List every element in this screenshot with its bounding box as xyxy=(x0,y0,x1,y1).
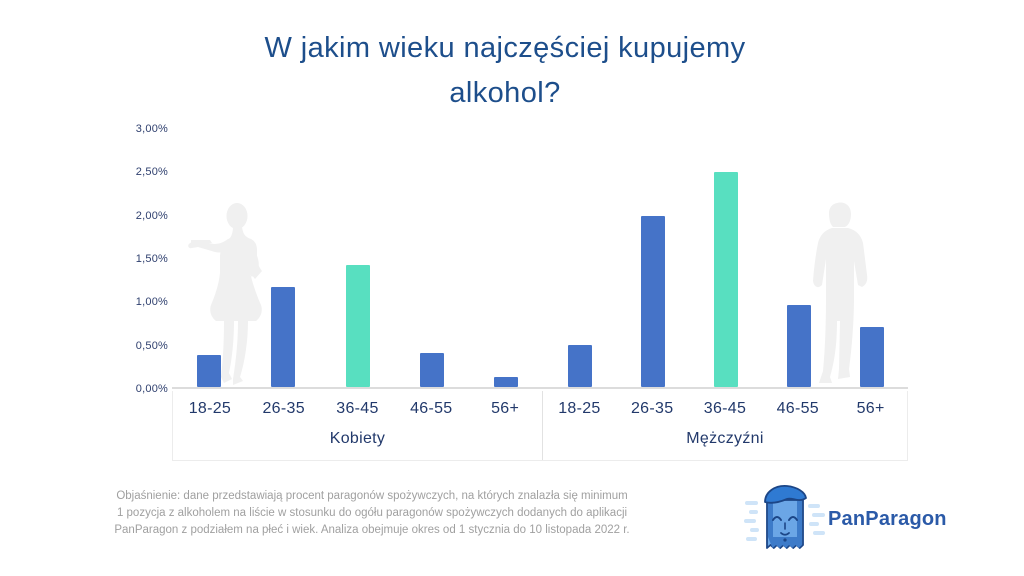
bar-slot xyxy=(689,129,762,387)
y-tick-label: 0,50% xyxy=(135,339,168,352)
page-title-line1: W jakim wieku najczęściej kupujemy xyxy=(264,32,746,64)
age-category-label: 56+ xyxy=(856,400,885,417)
age-category-label: 18-25 xyxy=(188,400,232,417)
y-tick-label: 2,00% xyxy=(135,209,168,222)
bar-kobiety-26-35 xyxy=(271,286,296,387)
panparagon-logo: PanParagon xyxy=(744,483,947,555)
age-category-label: 46-55 xyxy=(776,400,819,417)
age-labels-kobiety: 18-25 26-35 36-45 46-55 56+ xyxy=(173,400,542,418)
y-tick-label: 1,00% xyxy=(135,296,168,309)
y-tick-label: 0,00% xyxy=(135,383,168,395)
man-silhouette-icon xyxy=(804,201,876,387)
bar-kobiety-46-55 xyxy=(419,353,444,387)
bar-slot xyxy=(172,129,246,387)
explanation-note: Objaśnienie: dane przedstawiają procent … xyxy=(114,490,630,536)
bar-mężczyźni-18-25 xyxy=(567,345,592,387)
x-axis-section-mezczyzni: 18-25 26-35 36-45 46-55 56+ Mężczyźni xyxy=(543,391,907,460)
age-category-label: 18-25 xyxy=(558,400,601,417)
age-category-label: 56+ xyxy=(491,400,520,417)
y-tick-label: 1,50% xyxy=(135,253,168,265)
panparagon-mascot-icon xyxy=(744,483,826,555)
bar-mężczyźni-56+ xyxy=(859,327,884,387)
y-tick-label: 2,50% xyxy=(135,166,168,179)
page-title: W jakim wieku najczęściej kupujemy alkoh… xyxy=(0,26,1010,116)
age-category-label: 46-55 xyxy=(410,400,453,417)
bar-slot xyxy=(395,129,469,387)
bar-mężczyźni-46-55 xyxy=(786,304,811,387)
panparagon-logo-text: PanParagon xyxy=(828,507,947,530)
bar-slot xyxy=(616,129,689,387)
plot-area xyxy=(172,129,908,389)
group-label-mezczyzni: Mężczyźni xyxy=(686,430,764,447)
bar-mężczyźni-36-45 xyxy=(713,172,738,387)
bars-kobiety xyxy=(172,129,543,387)
bar-groups xyxy=(172,129,908,387)
bar-kobiety-56+ xyxy=(493,376,518,387)
age-category-label: 36-45 xyxy=(703,400,747,417)
x-axis-section-kobiety: 18-25 26-35 36-45 46-55 56+ Kobiety xyxy=(173,391,543,460)
x-axis-band: 18-25 26-35 36-45 46-55 56+ Kobiety 18-25 26-… xyxy=(172,391,908,461)
age-category-label: 36-45 xyxy=(336,400,379,417)
bar-slot xyxy=(246,129,320,387)
bars-mezczyzni xyxy=(543,129,908,387)
bar-kobiety-36-45 xyxy=(345,264,370,387)
age-labels-mezczyzni: 18-25 26-35 36-45 46-55 56+ xyxy=(543,400,907,418)
bar-mężczyźni-26-35 xyxy=(640,216,665,387)
bar-slot xyxy=(469,129,543,387)
group-label-kobiety: Kobiety xyxy=(329,430,386,447)
bar-kobiety-18-25 xyxy=(197,354,222,387)
age-category-label: 26-35 xyxy=(262,400,305,417)
age-category-label: 26-35 xyxy=(630,400,674,417)
bar-slot xyxy=(543,129,616,387)
bar-slot xyxy=(320,129,394,387)
woman-silhouette-icon xyxy=(188,201,276,387)
bar-slot xyxy=(762,129,835,387)
page-title-line2: alkohol? xyxy=(449,77,561,109)
bar-slot xyxy=(835,129,908,387)
y-axis: 3,00% 2,50% 2,00% 1,50% 1,00% 0,50% 0,00% xyxy=(96,123,168,395)
y-tick-label: 3,00% xyxy=(135,123,168,135)
